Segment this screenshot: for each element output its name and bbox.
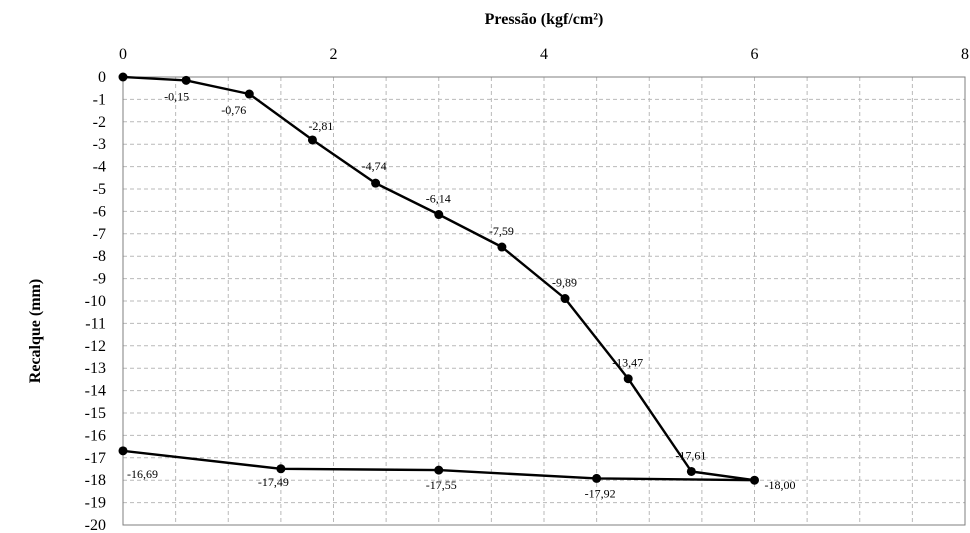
y-tick-label: -6 — [93, 203, 106, 220]
data-label: -16,69 — [127, 467, 158, 481]
y-tick-label: -4 — [93, 159, 106, 176]
x-tick-label: 4 — [540, 46, 548, 63]
data-point — [497, 242, 507, 252]
y-tick-label: -17 — [85, 450, 106, 467]
y-tick-label: -11 — [85, 315, 106, 332]
data-label: -13,47 — [612, 356, 643, 370]
x-tick-label: 2 — [330, 46, 338, 63]
y-tick-label: -16 — [85, 427, 106, 444]
y-tick-labels: 0 -1 -2 -3 -4 -5 -6 -7 -8 -9 -10 -11 -12 -13 -14 -15 -16… — [85, 69, 106, 533]
y-tick-label: -5 — [93, 181, 106, 198]
y-tick-label: -14 — [85, 383, 106, 400]
data-label: -17,61 — [675, 448, 706, 462]
data-point — [434, 210, 444, 220]
data-point — [592, 473, 602, 483]
y-tick-label: -15 — [85, 405, 106, 422]
x-axis-title: Pressão (kgf/cm²) — [485, 11, 604, 28]
y-tick-label: 0 — [98, 69, 106, 86]
data-label: -2,81 — [308, 119, 333, 133]
data-point — [750, 475, 759, 485]
data-label: -4,74 — [362, 159, 387, 173]
y-tick-label: -18 — [85, 472, 106, 489]
data-label: -7,59 — [489, 224, 514, 238]
data-point — [244, 89, 254, 99]
x-tick-label: 8 — [961, 46, 969, 63]
plot-frame — [122, 76, 966, 526]
y-tick-label: -2 — [93, 114, 106, 131]
data-label: -18,00 — [765, 478, 796, 492]
data-point — [118, 72, 128, 82]
data-point — [118, 446, 128, 456]
y-tick-label: -12 — [85, 338, 106, 355]
y-tick-label: -10 — [85, 293, 106, 310]
data-label: -17,92 — [585, 486, 616, 500]
x-tick-label: 0 — [119, 46, 127, 63]
data-label: -0,76 — [221, 103, 246, 117]
data-point — [371, 178, 381, 188]
data-point — [434, 465, 444, 475]
data-label: -6,14 — [426, 192, 451, 206]
y-tick-label: -20 — [85, 517, 106, 533]
series-layer — [118, 72, 759, 485]
data-point — [307, 135, 317, 145]
data-point — [181, 75, 191, 85]
data-label: -17,55 — [426, 478, 457, 492]
y-axis-title: Recalque (mm) — [27, 279, 44, 383]
y-tick-label: -1 — [93, 91, 106, 108]
data-label: -0,15 — [164, 89, 189, 103]
y-tick-label: -3 — [93, 136, 106, 153]
y-tick-label: -9 — [93, 271, 106, 288]
data-point — [560, 294, 570, 304]
data-point — [686, 466, 696, 476]
grid-lines — [123, 77, 965, 525]
y-tick-label: -8 — [93, 248, 106, 265]
y-tick-label: -13 — [85, 360, 106, 377]
x-tick-label: 6 — [751, 46, 759, 63]
x-tick-labels: 0 2 4 6 8 — [119, 46, 969, 63]
data-label: -17,49 — [258, 475, 289, 489]
data-point — [276, 464, 286, 474]
data-labels: -0,15 -0,76 -2,81 -4,74 -6,14 -7,59 -9,89 -13,4… — [127, 89, 796, 500]
y-tick-label: -19 — [85, 495, 106, 512]
data-point — [623, 374, 633, 384]
y-tick-label: -7 — [93, 226, 106, 243]
data-label: -9,89 — [552, 276, 577, 290]
